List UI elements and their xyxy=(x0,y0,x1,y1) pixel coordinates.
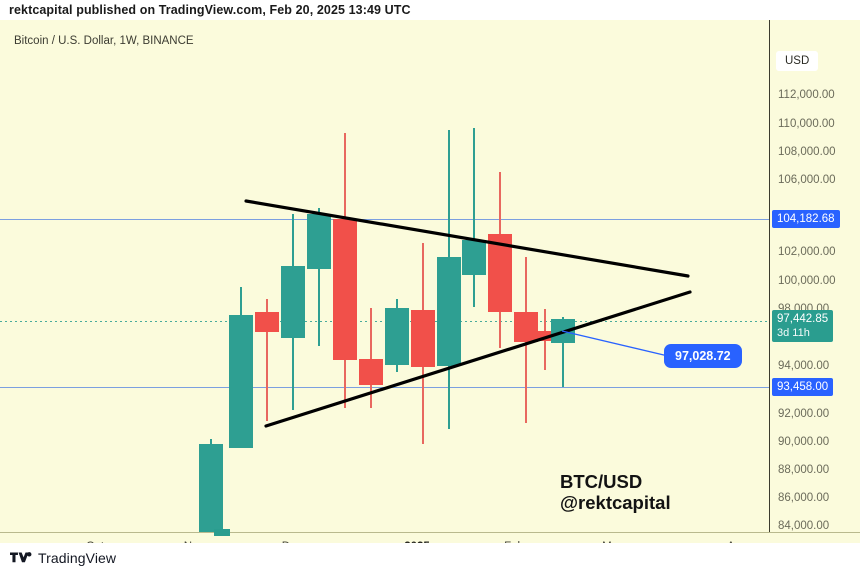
price-tick: 90,000.00 xyxy=(778,436,830,448)
tradingview-mark-icon xyxy=(10,552,32,563)
tradingview-logo[interactable]: TradingView xyxy=(10,550,116,566)
candlestick xyxy=(333,133,357,408)
candle-wick xyxy=(318,208,320,214)
candle-wick xyxy=(562,343,564,387)
candlestick xyxy=(255,299,279,421)
candle-wick xyxy=(344,133,346,219)
price-tick: 106,000.00 xyxy=(778,174,836,186)
callout-leader-line xyxy=(561,330,669,357)
candlestick xyxy=(462,128,486,307)
candle-body xyxy=(229,315,253,448)
candlestick xyxy=(411,243,435,444)
candle-wick xyxy=(544,341,546,370)
candlestick xyxy=(514,257,538,423)
last-price-label[interactable]: 97,442.85 3d 11h xyxy=(772,310,834,342)
candlestick xyxy=(533,309,557,370)
candle-body xyxy=(462,240,486,275)
candle-wick xyxy=(499,172,501,234)
candle-wick xyxy=(292,338,294,410)
chart-frame: 97,028.72 BTC/USD @rektcapital Bitcoin /… xyxy=(0,20,860,553)
candle-wick xyxy=(525,342,527,423)
candle-body xyxy=(385,308,409,365)
candle-wick xyxy=(473,275,475,307)
plot-area[interactable]: 97,028.72 BTC/USD @rektcapital Bitcoin /… xyxy=(0,20,769,532)
price-label-support[interactable]: 93,458.00 xyxy=(772,378,834,396)
trendline-upper-descending xyxy=(244,199,690,278)
candlestick xyxy=(281,214,305,410)
watermark-symbol: BTC/USD xyxy=(560,471,643,492)
candle-body xyxy=(411,310,435,367)
footer: TradingView xyxy=(0,543,860,576)
plot-right-border xyxy=(769,20,770,532)
symbol-legend[interactable]: Bitcoin / U.S. Dollar, 1W, BINANCE xyxy=(14,35,194,47)
price-label-resistance[interactable]: 104,182.68 xyxy=(772,210,840,228)
bar-countdown: 3d 11h xyxy=(777,327,810,339)
price-tick: 86,000.00 xyxy=(778,492,830,504)
candle-wick xyxy=(344,360,346,408)
last-price-value: 97,442.85 xyxy=(777,313,829,325)
candlestick xyxy=(229,287,253,448)
candle-wick xyxy=(370,308,372,359)
candle-body xyxy=(333,219,357,360)
candle-wick xyxy=(499,312,501,348)
candle-body xyxy=(533,331,557,341)
candlestick xyxy=(359,308,383,408)
candle-wick xyxy=(422,243,424,310)
price-tick: 94,000.00 xyxy=(778,360,830,372)
candle-wick xyxy=(473,128,475,240)
price-tick: 102,000.00 xyxy=(778,246,836,258)
candle-wick xyxy=(266,299,268,312)
candlestick xyxy=(385,299,409,372)
price-tick: 108,000.00 xyxy=(778,146,836,158)
candle-wick xyxy=(448,130,450,257)
candle-body xyxy=(199,444,223,532)
candlestick xyxy=(199,439,223,532)
candle-wick xyxy=(562,317,564,319)
price-tick: 88,000.00 xyxy=(778,464,830,476)
currency-label[interactable]: USD xyxy=(776,51,819,71)
publisher-credit: rektcapital published on TradingView.com… xyxy=(0,0,860,20)
candle-wick xyxy=(318,269,320,346)
price-tick: 84,000.00 xyxy=(778,520,830,532)
candle-body xyxy=(437,257,461,366)
last-price-dotted-line xyxy=(0,321,769,322)
watermark-handle: @rektcapital xyxy=(560,492,671,513)
price-tick: 92,000.00 xyxy=(778,408,830,420)
candle-body xyxy=(307,214,331,269)
candlestick xyxy=(437,130,461,429)
candle-wick xyxy=(240,287,242,315)
candle-body xyxy=(359,359,383,385)
candle-wick xyxy=(544,309,546,331)
candle-wick xyxy=(422,367,424,444)
candle-wick xyxy=(396,365,398,372)
candle-wick xyxy=(210,439,212,444)
candlestick xyxy=(307,208,331,346)
time-axis-marker xyxy=(214,529,230,536)
candle-wick xyxy=(396,299,398,308)
price-tick: 112,000.00 xyxy=(778,89,835,101)
candle-wick xyxy=(525,257,527,312)
candle-body xyxy=(281,266,305,338)
tradingview-logo-text: TradingView xyxy=(38,550,117,566)
price-tick: 110,000.00 xyxy=(778,118,835,130)
axis-bottom-line xyxy=(0,532,860,533)
trendline-lower-ascending xyxy=(264,290,692,428)
price-callout-badge[interactable]: 97,028.72 xyxy=(664,344,742,368)
price-tick: 100,000.00 xyxy=(778,275,836,287)
candle-wick xyxy=(370,385,372,408)
candle-wick xyxy=(448,366,450,429)
drawing-overlay xyxy=(244,199,692,428)
candle-wick xyxy=(266,332,268,421)
price-axis[interactable]: USD 112,000.00 110,000.00 108,000.00 106… xyxy=(770,20,860,532)
resistance-line-upper xyxy=(0,219,769,220)
candle-wick xyxy=(292,214,294,266)
candle-body xyxy=(255,312,279,332)
